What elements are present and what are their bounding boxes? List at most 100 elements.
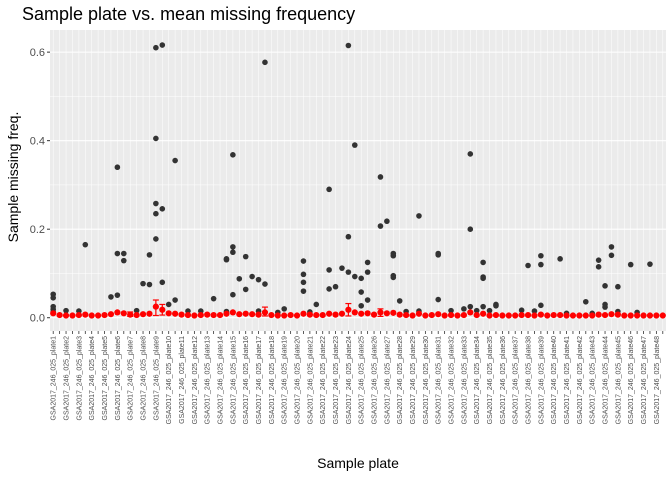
x-tick-label: GSA2017_246_025_plate41 <box>564 336 571 424</box>
x-tick-label: GSA2017_246_025_plate27 <box>384 336 391 424</box>
sample-point <box>384 218 390 225</box>
mean-point <box>505 312 512 319</box>
mean-point <box>467 309 474 316</box>
sample-point <box>435 252 442 258</box>
mean-point <box>152 303 159 310</box>
sample-point <box>326 286 332 292</box>
x-tick-label: GSA2017_246_025_plate47 <box>641 336 648 424</box>
x-tick-label: GSA2017_246_025_plate25 <box>359 336 366 424</box>
sample-point <box>538 261 544 268</box>
x-tick-label: GSA2017_246_025_plate6 <box>115 336 122 421</box>
mean-point <box>120 310 127 317</box>
mean-point <box>95 312 102 319</box>
sample-point <box>140 280 146 287</box>
sample-point <box>339 265 345 271</box>
sample-point <box>249 273 255 280</box>
sample-point <box>82 241 89 248</box>
sample-point <box>364 269 371 275</box>
sample-point <box>351 273 358 280</box>
mean-point <box>601 311 609 319</box>
x-tick-label: GSA2017_246_025_plate12 <box>192 336 199 424</box>
mean-point <box>268 311 275 319</box>
sample-point <box>159 279 166 286</box>
mean-point <box>486 312 493 319</box>
mean-point <box>454 312 461 319</box>
sample-point <box>377 174 384 180</box>
sample-point <box>332 283 339 290</box>
sample-point <box>448 307 454 314</box>
mean-point <box>608 311 615 318</box>
sample-point <box>210 295 217 302</box>
x-tick-label: GSA2017_246_025_plate8 <box>141 336 148 421</box>
sample-point <box>114 292 121 298</box>
mean-point <box>576 312 583 319</box>
mean-point <box>518 311 525 319</box>
sample-point <box>467 151 474 157</box>
sample-point <box>396 298 403 304</box>
sample-point <box>281 306 288 312</box>
mean-point <box>242 310 249 317</box>
sample-point <box>326 267 332 273</box>
x-tick-label: GSA2017_246_025_plate13 <box>205 336 212 424</box>
mean-point <box>216 311 224 319</box>
mean-point <box>435 311 442 318</box>
mean-point <box>223 310 230 317</box>
mean-point <box>653 312 660 319</box>
x-tick-label: GSA2017_246_025_plate18 <box>269 336 276 424</box>
mean-point <box>165 310 172 317</box>
mean-point <box>197 311 204 319</box>
sample-point <box>364 297 371 303</box>
mean-point <box>544 312 551 319</box>
x-tick-label: GSA2017_246_025_plate37 <box>513 336 520 424</box>
sample-point <box>647 261 653 267</box>
sample-point <box>172 297 178 303</box>
x-tick-label: GSA2017_246_025_plate45 <box>615 336 622 424</box>
sample-point <box>608 244 615 250</box>
sample-point <box>358 302 365 309</box>
mean-point <box>75 311 82 319</box>
sample-point <box>351 142 358 148</box>
mean-point <box>159 306 166 313</box>
mean-point <box>447 311 455 319</box>
mean-point <box>293 312 301 319</box>
sample-point <box>345 42 352 49</box>
sample-point <box>364 259 371 266</box>
sample-point <box>326 186 332 193</box>
mean-point <box>646 312 654 319</box>
sample-point <box>262 281 268 287</box>
mean-point <box>326 310 333 317</box>
sample-point <box>435 296 442 303</box>
mean-point <box>422 312 429 319</box>
x-tick-label: GSA2017_246_025_plate19 <box>282 336 289 424</box>
mean-point <box>595 311 602 318</box>
sample-point <box>461 306 467 312</box>
mean-point <box>184 311 192 319</box>
sample-point <box>230 152 236 158</box>
mean-point <box>409 312 416 319</box>
sample-point <box>480 303 486 310</box>
sample-point <box>236 275 243 282</box>
mean-point <box>139 311 147 318</box>
gridlines <box>50 30 666 331</box>
sample-point <box>230 249 236 256</box>
x-tick-label: GSA2017_246_025_plate43 <box>590 336 597 424</box>
sample-point <box>525 262 531 269</box>
mean-point <box>396 311 403 318</box>
mean-point <box>441 312 448 319</box>
sample-point <box>531 308 538 314</box>
mean-point <box>351 309 358 316</box>
sample-point <box>159 42 166 48</box>
sample-point <box>153 44 159 51</box>
mean-point <box>627 312 634 319</box>
mean-point <box>512 312 519 319</box>
sample-point <box>582 298 589 305</box>
sample-point <box>108 294 114 300</box>
mean-point <box>178 311 185 318</box>
mean-point <box>358 310 365 317</box>
sample-point <box>473 307 480 314</box>
mean-point <box>274 312 281 319</box>
x-tick-label: GSA2017_246_025_plate17 <box>256 336 263 424</box>
x-tick-label: GSA2017_246_025_plate23 <box>333 336 340 424</box>
x-tick-label: GSA2017_246_025_plate24 <box>346 336 353 424</box>
sample-point <box>358 289 365 295</box>
